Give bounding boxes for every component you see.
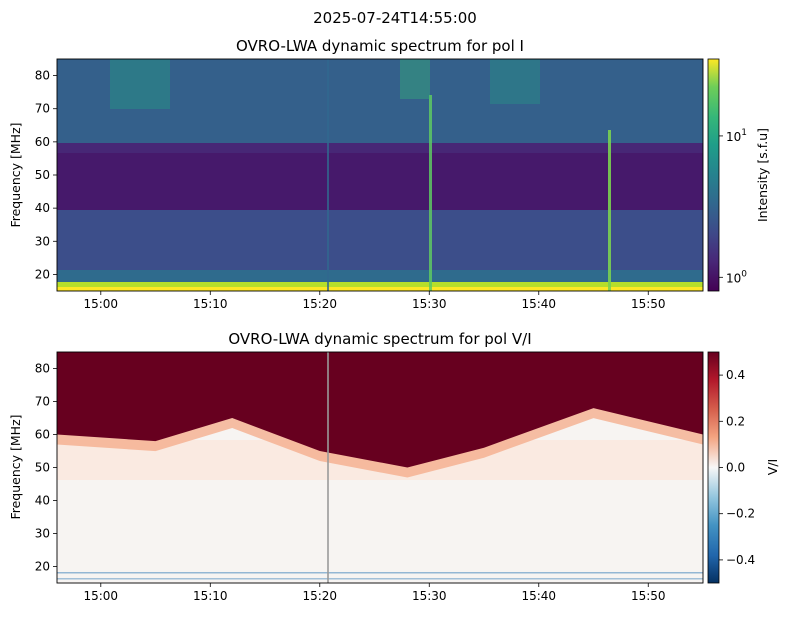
colorbar-tick-label: 0.0 — [726, 461, 745, 475]
y-tick-label: 80 — [35, 69, 50, 83]
emission-patch — [400, 59, 430, 99]
x-tick-label: 15:20 — [302, 589, 337, 603]
panel-pol-vi: OVRO-LWA dynamic spectrum for pol V/I 15… — [8, 330, 780, 603]
x-tick-label: 15:40 — [521, 589, 556, 603]
y-tick-label: 20 — [35, 267, 50, 281]
y-tick-label: 80 — [35, 362, 50, 376]
colorbar-tick-label: 101 — [726, 128, 747, 144]
brightest-low-band — [57, 287, 703, 291]
y-tick-label: 40 — [35, 494, 50, 508]
heatmap-area — [57, 352, 703, 583]
gap-line — [327, 59, 329, 291]
y-axis-label: Frequency [MHz] — [8, 414, 23, 519]
colorbar — [707, 58, 720, 292]
colorbar-tick-label: −0.2 — [726, 507, 755, 521]
y-tick-label: 40 — [35, 201, 50, 215]
colorbar-tick-label: 100 — [726, 269, 747, 285]
dark-band — [57, 143, 703, 210]
burst-1546 — [608, 130, 611, 291]
negative-line — [57, 578, 703, 580]
colorbar-tick-label: 0.4 — [726, 368, 745, 382]
x-tick-label: 15:10 — [193, 297, 228, 311]
burst-1530 — [429, 95, 432, 291]
y-tick-label: 60 — [35, 135, 50, 149]
panel-pol-i: OVRO-LWA dynamic spectrum for pol I 15:0… — [8, 37, 770, 311]
y-tick-label: 30 — [35, 527, 50, 541]
y-tick-label: 50 — [35, 168, 50, 182]
colorbar-tick-label: 0.2 — [726, 414, 745, 428]
axes-ticks: 15:00 15:10 15:20 15:30 15:40 15:50 20 30 40 50 60… — [35, 362, 666, 604]
colorbar — [707, 351, 720, 584]
suptitle: 2025-07-24T14:55:00 — [313, 9, 477, 27]
colorbar-ticks: 100 101 — [719, 128, 747, 285]
chart-title: OVRO-LWA dynamic spectrum for pol V/I — [228, 330, 531, 348]
x-tick-label: 15:50 — [631, 297, 666, 311]
y-tick-label: 60 — [35, 428, 50, 442]
x-tick-label: 15:30 — [412, 297, 447, 311]
bright-low-band — [57, 282, 703, 287]
lower-band — [57, 210, 703, 280]
low-freq-band — [57, 270, 703, 282]
y-tick-label: 50 — [35, 461, 50, 475]
colorbar-tick-label: −0.4 — [726, 553, 755, 567]
x-tick-label: 15:00 — [83, 297, 118, 311]
y-tick-label: 30 — [35, 234, 50, 248]
colorbar-label: V/I — [765, 459, 780, 475]
upper-band — [57, 59, 703, 143]
polarized-region — [57, 352, 703, 468]
negative-line — [57, 572, 703, 574]
x-tick-label: 15:10 — [193, 589, 228, 603]
x-tick-label: 15:00 — [83, 589, 118, 603]
x-tick-label: 15:50 — [631, 589, 666, 603]
y-axis-label: Frequency [MHz] — [8, 122, 23, 227]
emission-patch — [110, 59, 170, 109]
x-tick-label: 15:40 — [521, 297, 556, 311]
colorbar-ticks: 0.4 0.2 0.0 −0.2 −0.4 — [719, 368, 755, 567]
axes-ticks: 15:00 15:10 15:20 15:30 15:40 15:50 20 30 40 50 60… — [35, 69, 666, 311]
y-tick-label: 70 — [35, 102, 50, 116]
x-tick-label: 15:30 — [412, 589, 447, 603]
chart-title: OVRO-LWA dynamic spectrum for pol I — [236, 37, 524, 55]
emission-patch — [490, 59, 540, 104]
x-tick-label: 15:20 — [302, 297, 337, 311]
y-tick-label: 20 — [35, 560, 50, 574]
colorbar-label: Intensity [s.f.u] — [755, 128, 770, 222]
dark-band-edge — [57, 143, 703, 153]
gap-line — [327, 352, 329, 583]
y-tick-label: 70 — [35, 395, 50, 409]
heatmap-area — [57, 59, 703, 291]
